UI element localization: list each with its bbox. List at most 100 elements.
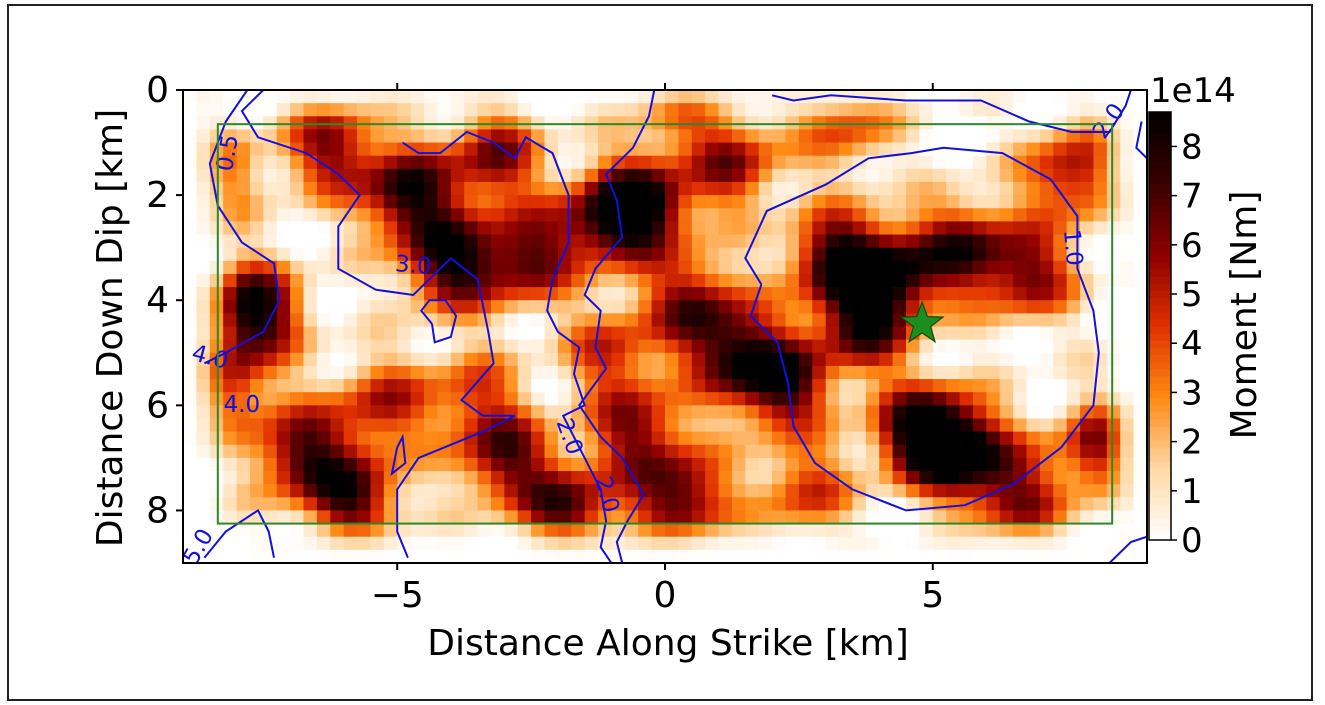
heatmap-cell: [357, 195, 372, 209]
heatmap-cell: [825, 536, 840, 551]
heatmap-cell: [1120, 116, 1135, 131]
heatmap-cell: [972, 129, 987, 144]
heatmap-cell: [571, 471, 586, 485]
heatmap-cell: [892, 365, 907, 380]
contour-label: 1.0: [1058, 228, 1087, 267]
heatmap-cell: [383, 234, 398, 249]
heatmap-cell: [959, 247, 974, 262]
heatmap-cell: [357, 405, 372, 420]
heatmap-cell: [665, 549, 679, 564]
heatmap-cell: [196, 365, 211, 380]
heatmap-cell: [464, 221, 479, 236]
heatmap-cell: [424, 221, 438, 236]
heatmap-cell: [852, 221, 867, 236]
heatmap-cell: [397, 326, 412, 341]
colorbar-tick-label: 7: [1181, 177, 1203, 217]
colorbar-band: [1149, 532, 1171, 541]
heatmap-cell: [691, 208, 706, 222]
heatmap-cell: [1066, 273, 1081, 288]
heatmap-cell: [357, 116, 372, 131]
heatmap-cell: [263, 392, 278, 406]
heatmap-cell: [1120, 326, 1135, 341]
heatmap-cell: [1013, 300, 1028, 314]
heatmap-cell: [731, 471, 746, 485]
heatmap-cell: [276, 168, 291, 183]
heatmap-cell: [196, 536, 211, 551]
heatmap-cell: [972, 471, 987, 485]
heatmap-cell: [772, 471, 787, 485]
heatmap-cell: [1133, 339, 1148, 354]
heatmap-cell: [276, 471, 291, 485]
heatmap-cell: [665, 352, 679, 367]
heatmap-cell: [504, 129, 519, 144]
heatmap-cell: [624, 392, 639, 406]
heatmap-cell: [611, 221, 626, 236]
heatmap-cell: [1039, 536, 1054, 551]
heatmap-cell: [343, 536, 358, 551]
heatmap-cell: [758, 168, 773, 183]
heatmap-cell: [919, 260, 934, 275]
heatmap-cell: [839, 273, 854, 288]
heatmap-cell: [678, 510, 693, 525]
heatmap-cell: [1120, 287, 1135, 301]
heatmap-cell: [758, 365, 773, 380]
colorbar-band: [1149, 361, 1171, 370]
heatmap-cell: [183, 523, 197, 538]
heatmap-cell: [758, 103, 773, 117]
heatmap-cell: [718, 300, 733, 314]
heatmap-cell: [651, 155, 666, 170]
heatmap-cell: [865, 234, 880, 249]
heatmap-cell: [437, 457, 452, 472]
heatmap-cell: [383, 195, 398, 209]
heatmap-cell: [357, 431, 372, 446]
heatmap-cell: [209, 90, 224, 104]
heatmap-cell: [330, 536, 345, 551]
heatmap-cell: [865, 379, 880, 393]
heatmap-cell: [999, 116, 1014, 131]
heatmap-cell: [705, 471, 720, 485]
heatmap-cell: [383, 418, 398, 433]
heatmap-cell: [410, 405, 425, 420]
heatmap-cell: [772, 142, 787, 157]
heatmap-cell: [504, 181, 519, 196]
heatmap-cell: [785, 510, 800, 525]
heatmap-cell: [183, 471, 197, 485]
heatmap-cell: [1106, 195, 1121, 209]
heatmap-cell: [879, 155, 894, 170]
heatmap-cell: [651, 129, 666, 144]
heatmap-cell: [410, 195, 425, 209]
heatmap-cell: [209, 129, 224, 144]
heatmap-cell: [557, 510, 572, 525]
rupture-contour: [240, 90, 516, 559]
heatmap-cell: [638, 536, 653, 551]
y-tick-label: 2: [146, 175, 169, 216]
heatmap-cell: [785, 457, 800, 472]
heatmap-cell: [852, 208, 867, 222]
heatmap-cell: [464, 392, 479, 406]
heatmap-cell: [865, 273, 880, 288]
heatmap-cell: [557, 497, 572, 512]
heatmap-cell: [651, 260, 666, 275]
heatmap-cell: [357, 326, 372, 341]
heatmap-cell: [464, 90, 479, 104]
heatmap-cell: [504, 523, 519, 538]
heatmap-cell: [397, 313, 412, 328]
heatmap-cell: [303, 352, 318, 367]
heatmap-cell: [1053, 90, 1068, 104]
heatmap-cell: [705, 103, 720, 117]
heatmap-cell: [959, 392, 974, 406]
heatmap-cell: [397, 116, 412, 131]
heatmap-cell: [638, 129, 653, 144]
heatmap-cell: [424, 510, 438, 525]
heatmap-cell: [812, 129, 827, 144]
heatmap-cell: [1026, 549, 1041, 564]
heatmap-cell: [263, 418, 278, 433]
heatmap-cell: [330, 405, 345, 420]
heatmap-cell: [316, 247, 331, 262]
heatmap-cell: [839, 168, 854, 183]
heatmap-cell: [410, 352, 425, 367]
heatmap-cell: [932, 431, 947, 446]
heatmap-cell: [316, 221, 331, 236]
heatmap-cell: [705, 339, 720, 354]
heatmap-cell: [236, 379, 251, 393]
